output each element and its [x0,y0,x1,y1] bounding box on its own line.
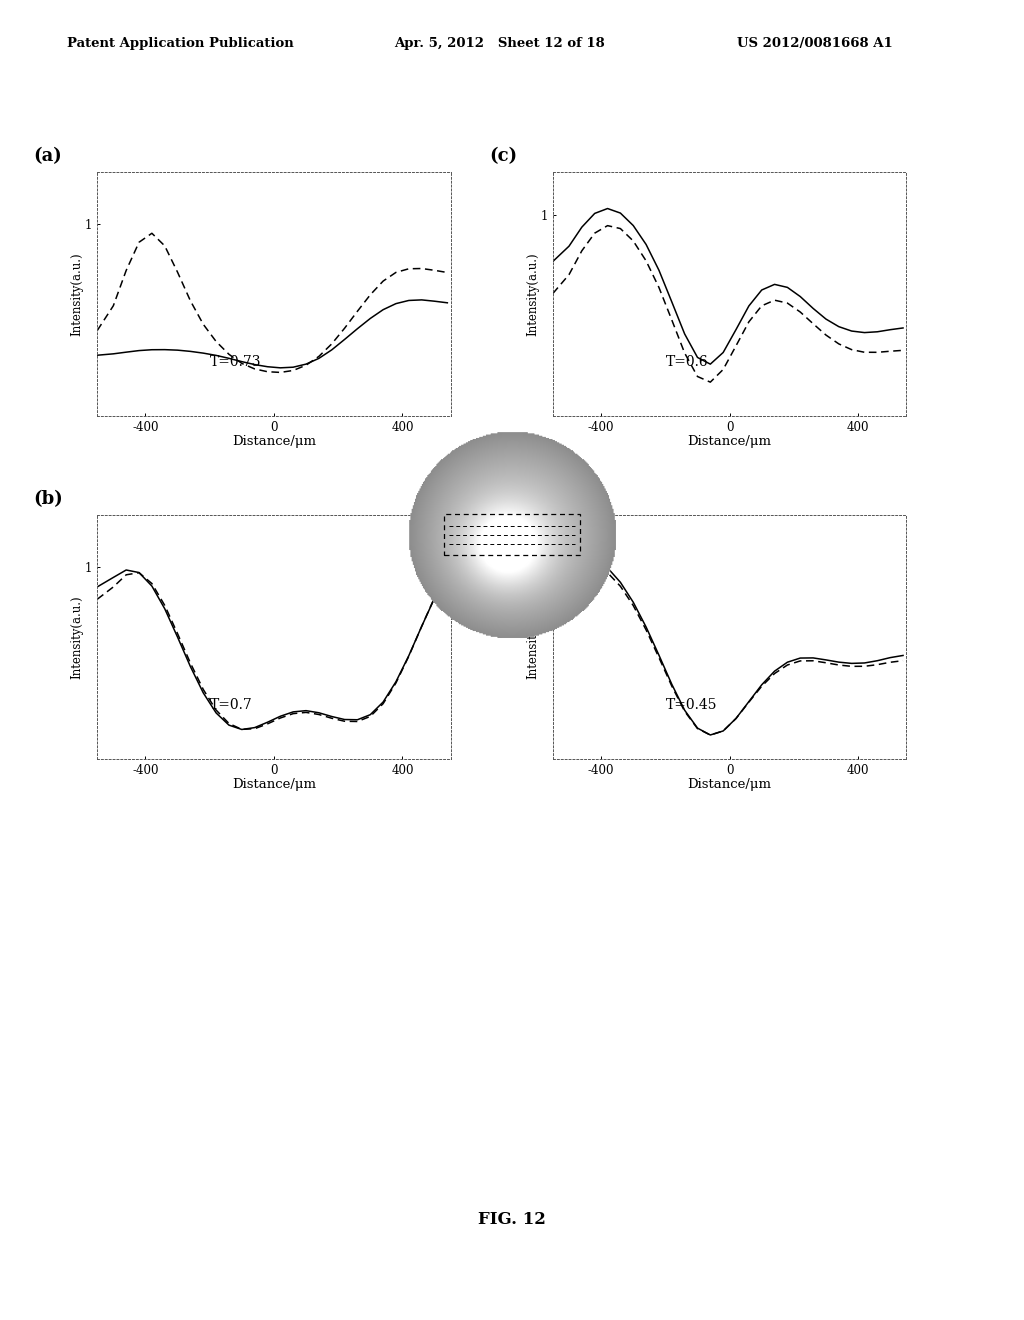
Text: US 2012/0081668 A1: US 2012/0081668 A1 [737,37,893,50]
Y-axis label: Intensity(a.u.): Intensity(a.u.) [526,252,540,335]
Text: (a): (a) [34,147,62,165]
Y-axis label: Intensity(a.u.): Intensity(a.u.) [71,595,84,678]
Text: Patent Application Publication: Patent Application Publication [67,37,293,50]
Text: T=0.73: T=0.73 [210,355,262,370]
Bar [444,515,580,554]
X-axis label: Distance/μm: Distance/μm [687,779,772,791]
Text: (c): (c) [489,147,517,165]
X-axis label: Distance/μm: Distance/μm [231,436,316,447]
Y-axis label: Intensity(a.u.): Intensity(a.u.) [526,595,540,678]
Y-axis label: Intensity(a.u.): Intensity(a.u.) [71,252,84,335]
X-axis label: Distance/μm: Distance/μm [687,436,772,447]
Text: (b): (b) [34,491,63,508]
Text: T=0.45: T=0.45 [666,698,718,713]
Text: FIG. 12: FIG. 12 [478,1210,546,1228]
X-axis label: Distance/μm: Distance/μm [231,779,316,791]
Text: T=0.6: T=0.6 [666,355,709,370]
Text: T=0.7: T=0.7 [210,698,253,713]
Text: (d): (d) [489,491,519,508]
Text: Apr. 5, 2012   Sheet 12 of 18: Apr. 5, 2012 Sheet 12 of 18 [394,37,605,50]
